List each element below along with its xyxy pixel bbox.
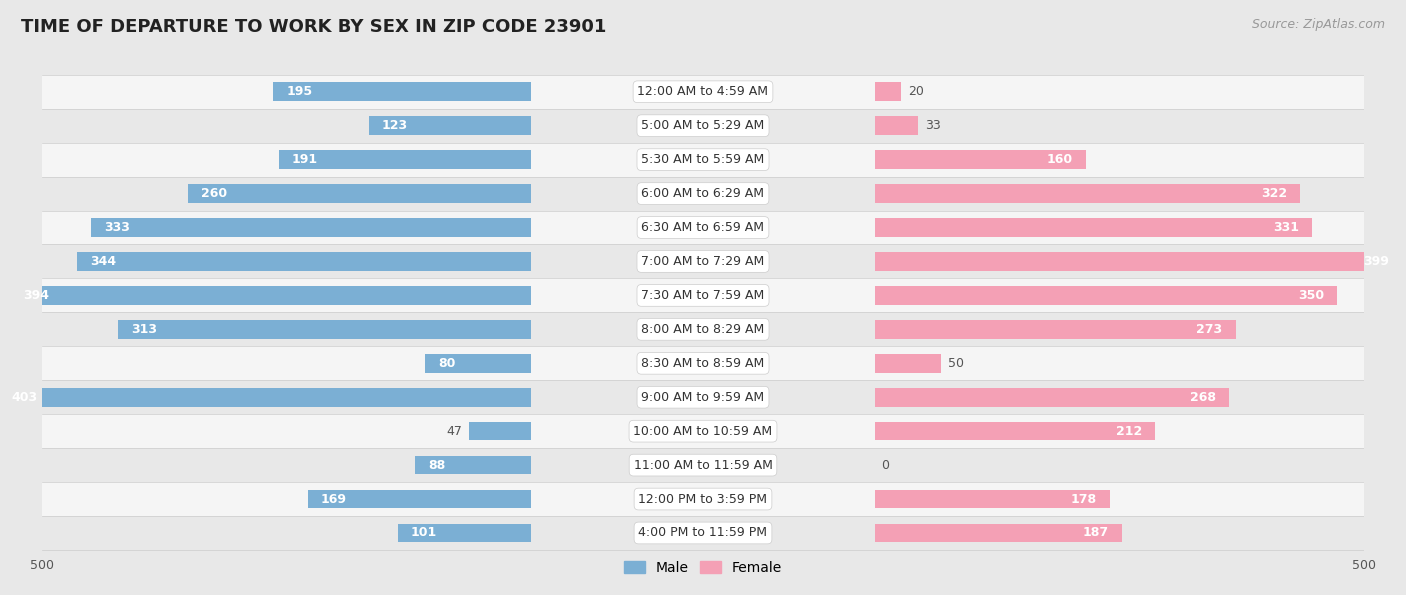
Text: 88: 88 bbox=[427, 459, 446, 472]
Text: 20: 20 bbox=[908, 85, 924, 98]
Text: Source: ZipAtlas.com: Source: ZipAtlas.com bbox=[1251, 18, 1385, 31]
Bar bbox=[398, 524, 531, 542]
Bar bbox=[875, 490, 1111, 508]
Bar bbox=[875, 117, 918, 135]
Text: 322: 322 bbox=[1261, 187, 1286, 200]
Bar bbox=[875, 286, 1337, 305]
Text: 5:30 AM to 5:59 AM: 5:30 AM to 5:59 AM bbox=[641, 153, 765, 166]
Bar bbox=[273, 83, 531, 101]
Text: 6:00 AM to 6:29 AM: 6:00 AM to 6:29 AM bbox=[641, 187, 765, 200]
Text: 9:00 AM to 9:59 AM: 9:00 AM to 9:59 AM bbox=[641, 391, 765, 404]
Text: 11:00 AM to 11:59 AM: 11:00 AM to 11:59 AM bbox=[634, 459, 772, 472]
Bar bbox=[42, 75, 1364, 109]
Text: 5:00 AM to 5:29 AM: 5:00 AM to 5:29 AM bbox=[641, 119, 765, 132]
Text: 187: 187 bbox=[1083, 527, 1109, 540]
Bar bbox=[42, 414, 1364, 448]
Text: 123: 123 bbox=[382, 119, 408, 132]
Bar bbox=[42, 245, 1364, 278]
Bar bbox=[875, 83, 901, 101]
Bar bbox=[42, 109, 1364, 143]
Text: 260: 260 bbox=[201, 187, 226, 200]
Text: 403: 403 bbox=[11, 391, 38, 404]
Text: 7:30 AM to 7:59 AM: 7:30 AM to 7:59 AM bbox=[641, 289, 765, 302]
Text: 7:00 AM to 7:29 AM: 7:00 AM to 7:29 AM bbox=[641, 255, 765, 268]
Text: 268: 268 bbox=[1189, 391, 1216, 404]
Bar bbox=[875, 524, 1122, 542]
Bar bbox=[42, 482, 1364, 516]
Bar bbox=[875, 422, 1154, 440]
Text: 8:30 AM to 8:59 AM: 8:30 AM to 8:59 AM bbox=[641, 357, 765, 369]
Bar bbox=[470, 422, 531, 440]
Bar bbox=[875, 320, 1236, 339]
Text: 10:00 AM to 10:59 AM: 10:00 AM to 10:59 AM bbox=[634, 425, 772, 438]
Bar bbox=[42, 448, 1364, 482]
Bar bbox=[187, 184, 531, 203]
Bar bbox=[426, 354, 531, 372]
Text: 212: 212 bbox=[1115, 425, 1142, 438]
Text: 8:00 AM to 8:29 AM: 8:00 AM to 8:29 AM bbox=[641, 323, 765, 336]
Bar bbox=[42, 516, 1364, 550]
Bar bbox=[875, 151, 1087, 169]
Bar bbox=[875, 388, 1229, 406]
Bar bbox=[42, 143, 1364, 177]
Text: 101: 101 bbox=[411, 527, 437, 540]
Bar bbox=[42, 346, 1364, 380]
Bar bbox=[42, 211, 1364, 245]
Bar bbox=[875, 184, 1301, 203]
Bar bbox=[875, 252, 1402, 271]
Text: 195: 195 bbox=[287, 85, 312, 98]
Text: 344: 344 bbox=[90, 255, 115, 268]
Bar bbox=[368, 117, 531, 135]
Bar bbox=[415, 456, 531, 474]
Bar bbox=[76, 252, 531, 271]
Text: 169: 169 bbox=[321, 493, 347, 506]
Text: 50: 50 bbox=[948, 357, 963, 369]
Text: 333: 333 bbox=[104, 221, 131, 234]
Bar bbox=[91, 218, 531, 237]
Bar bbox=[0, 388, 531, 406]
Text: 47: 47 bbox=[447, 425, 463, 438]
Text: 160: 160 bbox=[1047, 153, 1073, 166]
Text: 313: 313 bbox=[131, 323, 156, 336]
Text: 4:00 PM to 11:59 PM: 4:00 PM to 11:59 PM bbox=[638, 527, 768, 540]
Bar bbox=[42, 312, 1364, 346]
Text: 178: 178 bbox=[1071, 493, 1097, 506]
Bar bbox=[308, 490, 531, 508]
Text: 191: 191 bbox=[292, 153, 318, 166]
Text: 12:00 PM to 3:59 PM: 12:00 PM to 3:59 PM bbox=[638, 493, 768, 506]
Bar bbox=[10, 286, 531, 305]
Bar bbox=[42, 278, 1364, 312]
Text: 12:00 AM to 4:59 AM: 12:00 AM to 4:59 AM bbox=[637, 85, 769, 98]
Bar bbox=[42, 177, 1364, 211]
Text: TIME OF DEPARTURE TO WORK BY SEX IN ZIP CODE 23901: TIME OF DEPARTURE TO WORK BY SEX IN ZIP … bbox=[21, 18, 606, 36]
Bar bbox=[875, 218, 1312, 237]
Text: 33: 33 bbox=[925, 119, 941, 132]
Legend: Male, Female: Male, Female bbox=[619, 555, 787, 580]
Text: 273: 273 bbox=[1197, 323, 1222, 336]
Text: 0: 0 bbox=[882, 459, 890, 472]
Text: 350: 350 bbox=[1298, 289, 1324, 302]
Bar bbox=[278, 151, 531, 169]
Bar bbox=[875, 354, 941, 372]
Text: 399: 399 bbox=[1362, 255, 1389, 268]
Text: 394: 394 bbox=[24, 289, 49, 302]
Text: 6:30 AM to 6:59 AM: 6:30 AM to 6:59 AM bbox=[641, 221, 765, 234]
Bar bbox=[42, 380, 1364, 414]
Text: 80: 80 bbox=[439, 357, 456, 369]
Text: 331: 331 bbox=[1272, 221, 1299, 234]
Bar bbox=[118, 320, 531, 339]
